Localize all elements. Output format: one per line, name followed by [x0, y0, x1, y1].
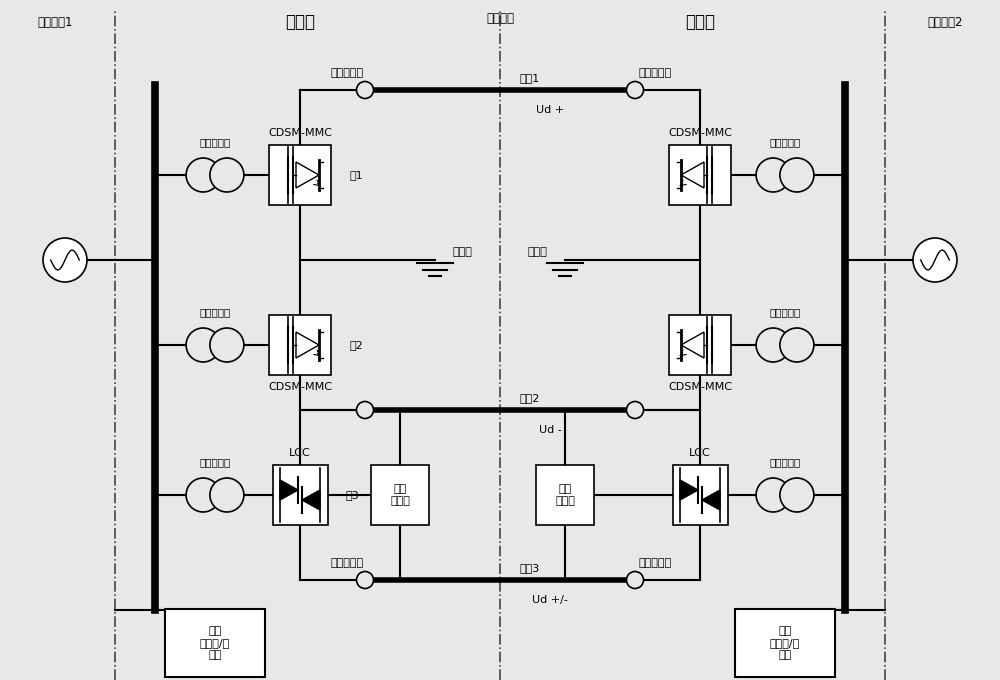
Bar: [269, 315, 331, 375]
Text: 极3: 极3: [346, 490, 359, 500]
Text: 平波电抗器: 平波电抗器: [638, 68, 672, 78]
Text: 平波电抗器: 平波电抗器: [330, 68, 364, 78]
Bar: [672, 465, 728, 525]
Circle shape: [780, 158, 814, 192]
Circle shape: [756, 158, 790, 192]
Text: 逆变侧: 逆变侧: [685, 13, 715, 31]
Text: 换流变压器: 换流变压器: [199, 307, 231, 317]
Text: Ud +: Ud +: [536, 105, 564, 115]
Bar: [165, 609, 265, 677]
Text: 交流
滤波器/电
容器: 交流 滤波器/电 容器: [770, 626, 800, 660]
Text: 极1: 极1: [349, 170, 363, 180]
Circle shape: [210, 328, 244, 362]
Text: 换流变压器: 换流变压器: [769, 137, 801, 147]
Bar: [669, 145, 731, 205]
Bar: [272, 465, 328, 525]
Circle shape: [756, 328, 790, 362]
Polygon shape: [702, 490, 720, 510]
Text: Ud -: Ud -: [539, 425, 561, 435]
Text: 平波电抗器: 平波电抗器: [638, 558, 672, 568]
Text: 交流系统2: 交流系统2: [927, 16, 963, 29]
Text: CDSM-MMC: CDSM-MMC: [268, 382, 332, 392]
Bar: [735, 609, 835, 677]
Text: 直流
滤波器: 直流 滤波器: [390, 484, 410, 506]
Polygon shape: [302, 490, 320, 510]
Text: 整流侧: 整流侧: [285, 13, 315, 31]
Text: 线路3: 线路3: [520, 563, 540, 573]
Text: LCC: LCC: [689, 448, 711, 458]
Circle shape: [626, 401, 644, 418]
Circle shape: [356, 401, 374, 418]
Circle shape: [626, 82, 644, 99]
Circle shape: [756, 478, 790, 512]
Text: 直流
滤波器: 直流 滤波器: [555, 484, 575, 506]
Circle shape: [210, 158, 244, 192]
Text: LCC: LCC: [289, 448, 311, 458]
Text: 架空线路: 架空线路: [486, 12, 514, 24]
Circle shape: [913, 238, 957, 282]
Bar: [269, 145, 331, 205]
Polygon shape: [680, 480, 698, 500]
Polygon shape: [280, 480, 298, 500]
Text: 线路2: 线路2: [520, 393, 540, 403]
Circle shape: [210, 478, 244, 512]
Circle shape: [186, 328, 220, 362]
Bar: [536, 465, 594, 525]
Text: 换流变压器: 换流变压器: [769, 457, 801, 467]
Circle shape: [356, 82, 374, 99]
Text: 线路1: 线路1: [520, 73, 540, 83]
Circle shape: [186, 158, 220, 192]
Text: 换流变压器: 换流变压器: [199, 137, 231, 147]
Circle shape: [186, 478, 220, 512]
Text: 接地极: 接地极: [527, 247, 547, 257]
Circle shape: [780, 328, 814, 362]
Circle shape: [780, 478, 814, 512]
Text: 交流系统1: 交流系统1: [37, 16, 73, 29]
Text: CDSM-MMC: CDSM-MMC: [668, 382, 732, 392]
Text: Ud +/-: Ud +/-: [532, 595, 568, 605]
Text: 换流变压器: 换流变压器: [769, 307, 801, 317]
Text: CDSM-MMC: CDSM-MMC: [268, 128, 332, 138]
Text: 交流
滤波器/电
容器: 交流 滤波器/电 容器: [200, 626, 230, 660]
Circle shape: [626, 571, 644, 588]
Text: 平波电抗器: 平波电抗器: [330, 558, 364, 568]
Circle shape: [356, 571, 374, 588]
Text: 换流变压器: 换流变压器: [199, 457, 231, 467]
Bar: [371, 465, 429, 525]
Text: 接地极: 接地极: [453, 247, 473, 257]
Circle shape: [43, 238, 87, 282]
Bar: [669, 315, 731, 375]
Text: CDSM-MMC: CDSM-MMC: [668, 128, 732, 138]
Text: 极2: 极2: [349, 340, 363, 350]
